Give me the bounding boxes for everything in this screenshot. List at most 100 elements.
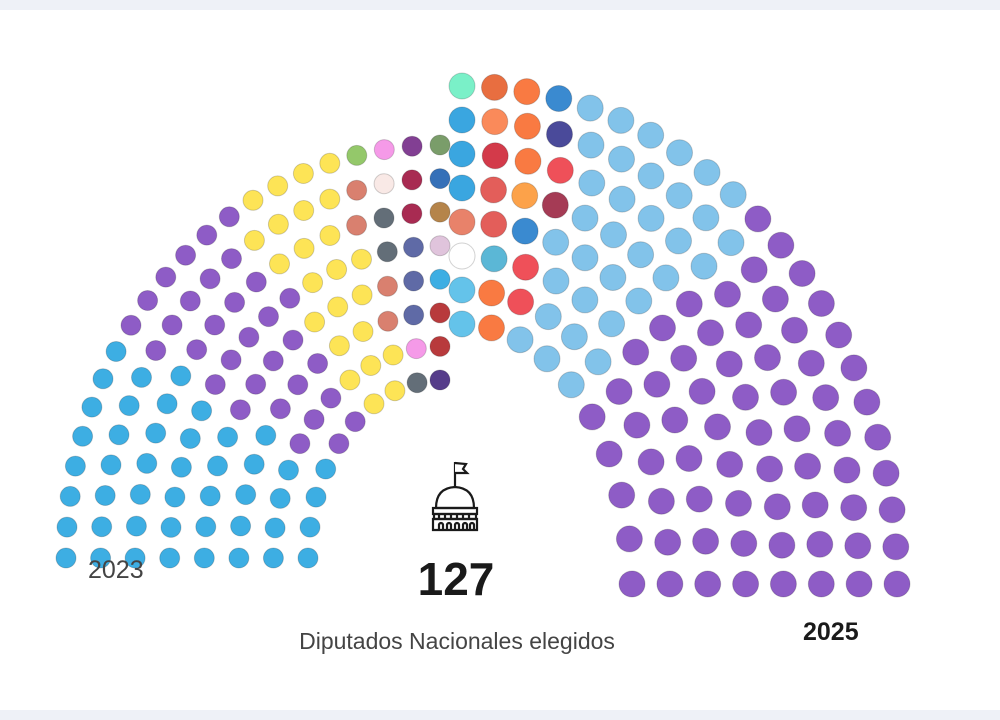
seat <box>278 459 299 481</box>
seat <box>267 175 289 197</box>
seat <box>781 316 808 344</box>
seat <box>607 106 635 134</box>
seat <box>429 201 451 223</box>
seat <box>448 208 476 236</box>
seat <box>137 290 159 311</box>
seat <box>373 139 395 161</box>
seat <box>740 256 768 284</box>
seat <box>481 108 509 136</box>
seat <box>637 204 665 232</box>
seat <box>801 491 829 519</box>
seat <box>448 106 476 134</box>
seat <box>164 486 186 508</box>
seat <box>429 268 451 290</box>
seat <box>262 350 284 372</box>
seat <box>406 372 428 394</box>
seat <box>429 302 451 324</box>
seat <box>429 369 451 391</box>
seat <box>623 411 651 439</box>
seat <box>161 314 183 336</box>
year-label-2023: 2023 <box>88 556 144 584</box>
seat <box>542 228 570 256</box>
seat <box>670 344 698 372</box>
seat <box>179 290 201 312</box>
seat <box>204 314 226 336</box>
seat <box>269 253 290 275</box>
seat <box>864 423 892 451</box>
seat <box>401 169 423 191</box>
seat <box>542 267 570 295</box>
seat <box>376 241 398 263</box>
seat <box>100 454 122 476</box>
seat <box>637 448 665 476</box>
seat <box>690 252 718 280</box>
seat <box>560 323 588 351</box>
seat <box>481 142 509 170</box>
seat <box>220 349 242 371</box>
seat <box>618 570 646 598</box>
seat <box>763 493 791 521</box>
seat <box>319 225 341 246</box>
seat <box>767 231 795 259</box>
seat <box>754 344 781 372</box>
seat <box>615 525 643 553</box>
seat <box>513 78 541 106</box>
seat <box>481 73 508 101</box>
seat <box>652 264 680 292</box>
seat <box>218 206 240 228</box>
seat <box>175 244 197 266</box>
seat <box>305 486 327 508</box>
seat <box>541 191 569 219</box>
parliament-2023 <box>55 134 451 569</box>
seat <box>282 329 304 351</box>
seat <box>675 290 703 318</box>
seat <box>228 547 250 569</box>
seat <box>608 145 635 173</box>
seat <box>608 185 636 213</box>
seat <box>373 207 395 229</box>
seat <box>145 340 167 361</box>
seat <box>319 152 341 174</box>
seat <box>761 285 789 313</box>
seat <box>224 291 246 313</box>
seat <box>242 189 264 211</box>
seat <box>584 348 612 376</box>
seat <box>269 487 291 509</box>
seat <box>94 485 116 506</box>
seat <box>692 527 720 555</box>
seat <box>844 532 872 560</box>
seat <box>788 260 816 287</box>
seat <box>448 242 476 270</box>
seat <box>320 387 342 409</box>
seat <box>637 162 665 190</box>
seat <box>170 365 192 387</box>
seat <box>159 547 181 569</box>
seat <box>55 547 77 569</box>
seat <box>578 403 606 431</box>
seat <box>352 321 374 342</box>
seat <box>326 259 348 280</box>
seat <box>744 205 772 233</box>
seat <box>255 424 277 446</box>
seat <box>221 248 242 270</box>
seat <box>156 393 178 415</box>
seat <box>717 229 745 257</box>
seat <box>328 335 350 357</box>
seat <box>697 319 724 347</box>
seat <box>627 241 655 269</box>
seat <box>245 271 267 293</box>
seat <box>625 287 653 315</box>
seat <box>199 268 221 290</box>
seat <box>405 338 427 360</box>
seat <box>605 378 633 405</box>
seat <box>448 276 476 304</box>
seat <box>377 275 398 297</box>
seat <box>512 253 540 281</box>
seat <box>299 516 321 538</box>
seat <box>401 203 423 225</box>
seat <box>768 531 796 559</box>
seat <box>243 229 265 251</box>
seat <box>732 383 759 411</box>
seat <box>207 455 228 477</box>
seat <box>346 144 368 166</box>
